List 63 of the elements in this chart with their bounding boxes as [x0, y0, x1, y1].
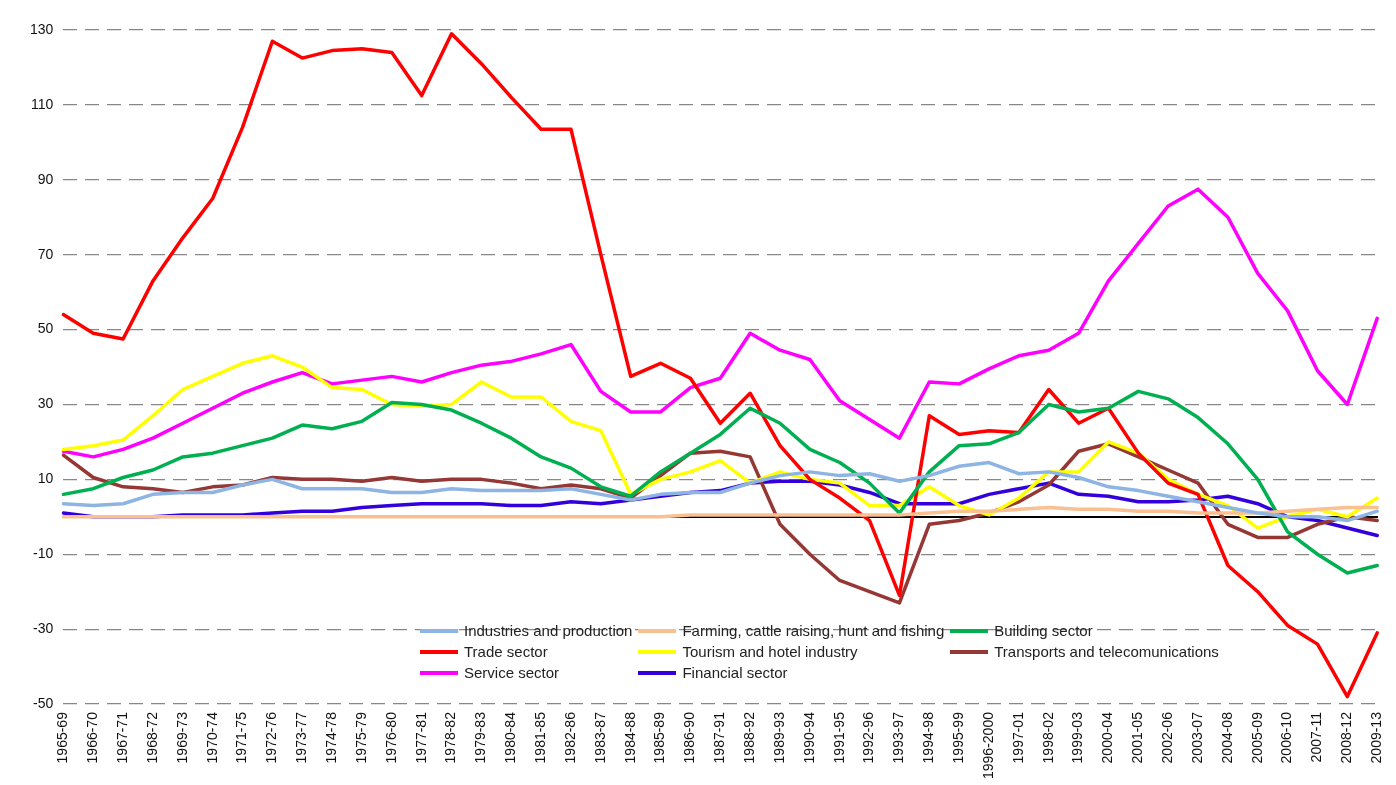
x-tick-label: 2008-12 — [1338, 711, 1355, 764]
legend-label: Transports and telecomunications — [994, 643, 1219, 660]
x-tick-label: 2005-09 — [1248, 711, 1265, 764]
legend-label: Farming, cattle raising, hunt and fishing — [682, 622, 945, 639]
x-tick-label: 2009-13 — [1368, 711, 1385, 764]
x-tick-label: 1978-82 — [442, 711, 459, 764]
y-tick-label: -30 — [33, 620, 54, 637]
y-tick-label: 90 — [37, 170, 54, 187]
x-tick-label: 1972-76 — [263, 711, 280, 764]
x-tick-label: 1979-83 — [472, 711, 489, 764]
x-tick-label: 1987-91 — [711, 711, 728, 764]
x-tick-label: 1988-92 — [741, 711, 757, 764]
x-tick-label: 2007-11 — [1308, 711, 1325, 763]
x-tick-label: 2002-06 — [1159, 711, 1176, 764]
x-tick-label: 1980-84 — [502, 711, 519, 764]
x-tick-label: 1965-69 — [54, 711, 71, 764]
x-tick-label: 1994-98 — [920, 711, 937, 764]
x-tick-label: 1993-97 — [890, 711, 907, 764]
y-tick-label: 130 — [30, 20, 54, 37]
x-tick-label: 1974-78 — [322, 711, 339, 764]
x-tick-label: 1986-90 — [681, 711, 698, 764]
x-tick-label: 1984-88 — [621, 711, 638, 764]
x-tick-label: 1982-86 — [561, 711, 578, 764]
y-tick-label: 10 — [37, 470, 54, 487]
x-tick-label: 1999-03 — [1069, 711, 1086, 764]
x-tick-label: 2003-07 — [1188, 711, 1205, 764]
y-tick-label: 30 — [37, 395, 54, 412]
x-tick-label: 1981-85 — [531, 711, 548, 764]
x-tick-label: 1992-96 — [860, 711, 877, 764]
x-tick-label: 1968-72 — [143, 711, 160, 764]
x-tick-label: 1976-80 — [382, 711, 399, 764]
x-tick-label: 1991-95 — [830, 711, 847, 764]
x-tick-label: 1990-94 — [800, 711, 817, 764]
x-tick-label: 1997-01 — [1009, 711, 1026, 764]
x-tick-label: 2001-05 — [1129, 711, 1146, 764]
x-tick-label: 1983-87 — [591, 711, 608, 764]
x-tick-label: 1970-74 — [203, 711, 220, 764]
y-tick-label: -50 — [33, 694, 54, 711]
x-tick-label: 1969-73 — [173, 711, 190, 764]
x-tick-label: 1973-77 — [293, 711, 310, 764]
x-tick-label: 2006-10 — [1278, 711, 1295, 764]
legend-label: Trade sector — [464, 643, 548, 660]
x-tick-label: 1971-75 — [233, 711, 250, 764]
legend-label: Financial sector — [682, 664, 788, 681]
x-tick-label: 1996-2000 — [979, 711, 996, 779]
legend-label: Building sector — [994, 622, 1093, 639]
legend-label: Industries and production — [464, 622, 633, 639]
y-tick-label: 50 — [37, 320, 54, 337]
y-tick-label: 110 — [31, 95, 54, 112]
legend-label: Tourism and hotel industry — [682, 643, 858, 660]
x-tick-label: 1985-89 — [651, 711, 668, 764]
x-tick-label: 1977-81 — [412, 711, 429, 764]
x-tick-label: 1998-02 — [1039, 711, 1056, 764]
x-tick-label: 1989-93 — [770, 711, 787, 764]
y-tick-label: -10 — [33, 545, 54, 562]
x-tick-label: 1966-70 — [84, 711, 101, 764]
y-tick-label: 70 — [37, 245, 54, 262]
x-tick-label: 2004-08 — [1218, 711, 1235, 764]
x-tick-label: 1995-99 — [950, 711, 967, 764]
x-tick-label: 2000-04 — [1099, 711, 1116, 764]
x-tick-label: 1975-79 — [352, 711, 369, 764]
x-tick-label: 1967-71 — [113, 711, 130, 764]
legend-label: Service sector — [464, 664, 560, 681]
